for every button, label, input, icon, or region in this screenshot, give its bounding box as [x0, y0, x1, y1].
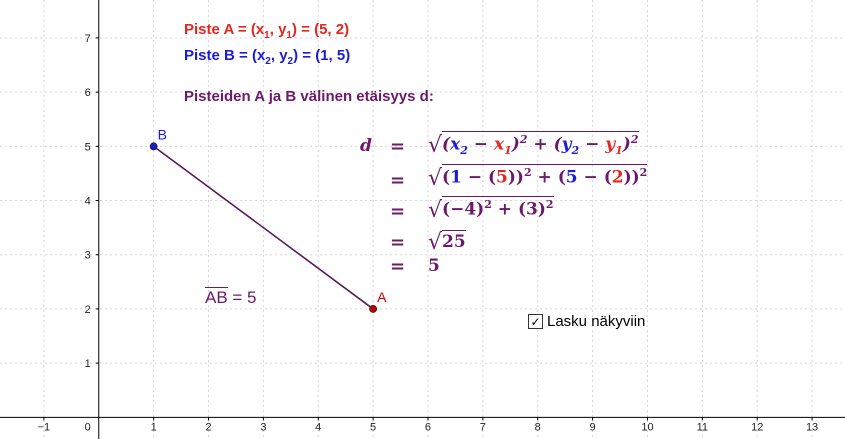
formula-eq-5: = — [390, 256, 406, 277]
x-tick-label: 4 — [315, 421, 321, 433]
formula-eq-4: = — [390, 232, 406, 253]
x-tick-label: −1 — [38, 421, 51, 433]
y-tick-label: 6 — [85, 87, 91, 99]
x-tick-label: 3 — [260, 421, 266, 433]
checkbox-label: Lasku näkyviin — [547, 313, 646, 330]
segment-ab — [153, 145, 374, 310]
segment-value: = 5 — [227, 288, 257, 307]
formula-line-5: 5 — [428, 256, 440, 276]
x-tick-label: 13 — [806, 421, 818, 433]
y-tick-label: 4 — [85, 196, 91, 208]
formula-eq-1: = — [390, 136, 406, 157]
x-tick-label: 8 — [535, 421, 541, 433]
y-tick-label: 2 — [85, 304, 91, 316]
x-tick-label: 1 — [151, 421, 157, 433]
y-tick-label: 3 — [85, 250, 91, 262]
show-calculation-checkbox[interactable]: ✓ Lasku näkyviin — [528, 313, 645, 330]
point-a[interactable] — [369, 305, 378, 313]
x-tick-label: 9 — [590, 421, 596, 433]
checkmark-icon: ✓ — [530, 314, 541, 329]
checkbox-box[interactable]: ✓ — [528, 314, 543, 329]
formula-line-2: √(1 − (5))2 + (5 − (2))2 — [428, 164, 648, 191]
origin-label: 0 — [85, 421, 91, 433]
distance-title[interactable]: Pisteiden A ja B välinen etäisyys d: — [184, 88, 434, 105]
x-tick-label: 2 — [205, 421, 211, 433]
point-a-text[interactable]: Piste A = (x1, y1) = (5, 2) — [184, 21, 350, 41]
formula-line-4: √25 — [428, 230, 466, 255]
segment-label[interactable]: AB = 5 — [205, 287, 257, 308]
segment-name: AB — [205, 287, 228, 307]
formula-d: d — [360, 136, 372, 156]
x-tick-label: 10 — [641, 421, 653, 433]
formula-line-3: √(−4)2 + (3)2 — [428, 196, 554, 223]
x-tick-label: 12 — [751, 421, 763, 433]
x-tick-label: 6 — [425, 421, 431, 433]
y-tick-label: 1 — [85, 358, 91, 370]
formula-line-1: √(x2 − x1)2 + (y2 − y1)2 — [428, 131, 639, 158]
point-b-label: B — [158, 126, 167, 142]
y-tick-label: 5 — [85, 141, 91, 153]
point-b-text[interactable]: Piste B = (x2, y2) = (1, 5) — [184, 47, 351, 67]
point-a-label: A — [377, 289, 387, 305]
point-b[interactable] — [149, 142, 158, 151]
y-tick-label: 7 — [85, 33, 91, 45]
formula-eq-2: = — [390, 170, 406, 191]
x-tick-label: 7 — [480, 421, 486, 433]
formula-eq-3: = — [390, 201, 406, 222]
x-tick-label: 5 — [370, 421, 376, 433]
x-tick-label: 11 — [697, 421, 708, 433]
